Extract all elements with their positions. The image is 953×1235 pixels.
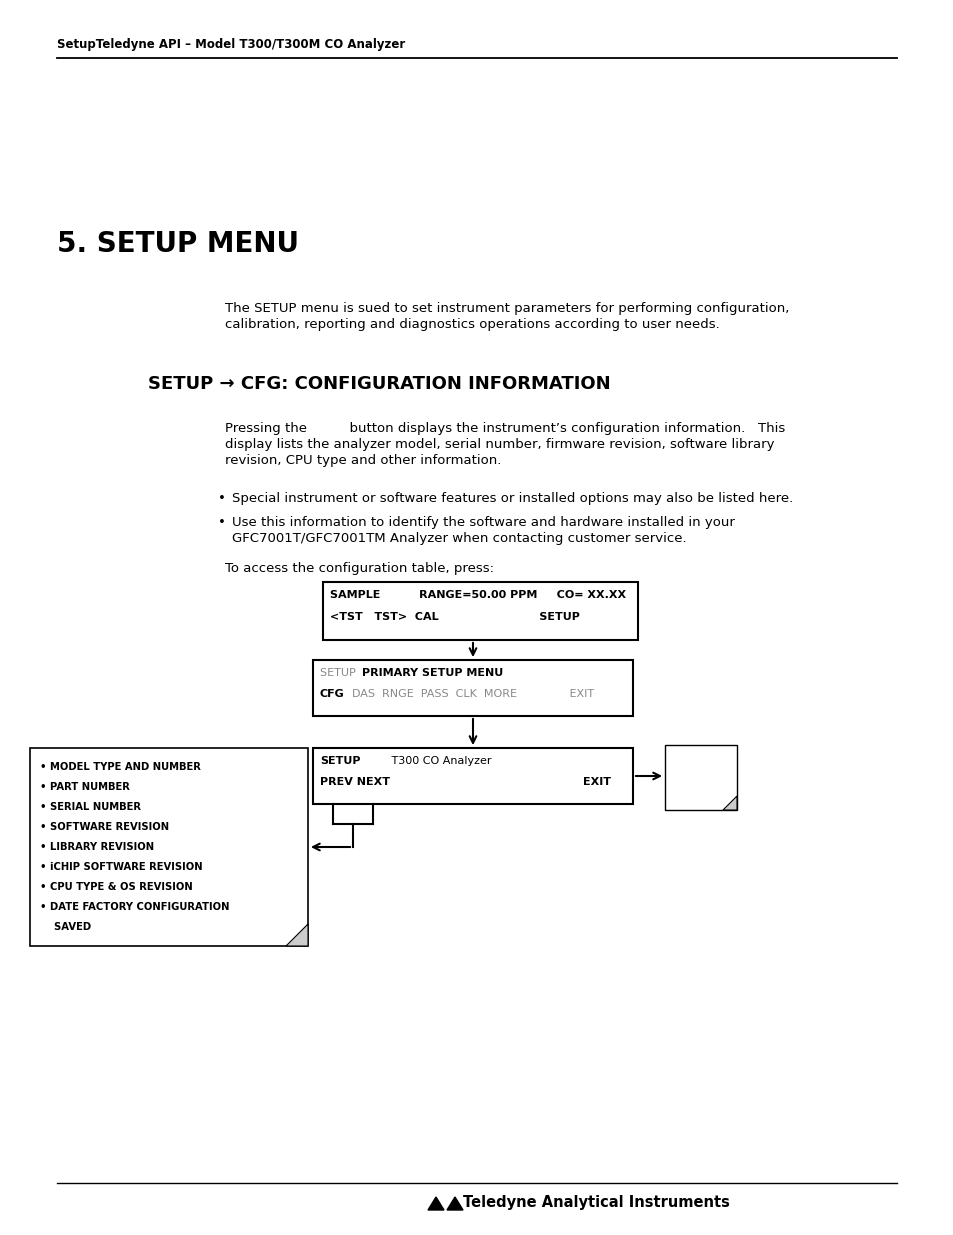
Polygon shape <box>447 1197 462 1210</box>
Text: revision, CPU type and other information.: revision, CPU type and other information… <box>225 454 501 467</box>
Bar <box>313 748 633 804</box>
Bar <box>313 659 633 716</box>
Text: SETUP: SETUP <box>319 756 360 766</box>
Bar <box>323 582 638 640</box>
Text: PREV NEXT: PREV NEXT <box>319 777 390 787</box>
Text: Teledyne Analytical Instruments: Teledyne Analytical Instruments <box>462 1195 729 1210</box>
Polygon shape <box>722 797 737 810</box>
Bar <box>664 745 737 810</box>
Text: Pressing the          button displays the instrument’s configuration information: Pressing the button displays the instrum… <box>225 422 784 435</box>
Text: SetupTeledyne API – Model T300/T300M CO Analyzer: SetupTeledyne API – Model T300/T300M CO … <box>57 38 405 51</box>
Text: • iCHIP SOFTWARE REVISION: • iCHIP SOFTWARE REVISION <box>40 862 202 872</box>
Text: •: • <box>218 516 226 529</box>
Text: SETUP → CFG: CONFIGURATION INFORMATION: SETUP → CFG: CONFIGURATION INFORMATION <box>148 375 610 393</box>
Text: • DATE FACTORY CONFIGURATION: • DATE FACTORY CONFIGURATION <box>40 902 230 911</box>
Text: • MODEL TYPE AND NUMBER: • MODEL TYPE AND NUMBER <box>40 762 201 772</box>
Text: calibration, reporting and diagnostics operations according to user needs.: calibration, reporting and diagnostics o… <box>225 317 719 331</box>
Text: CFG: CFG <box>319 689 344 699</box>
Text: PRIMARY SETUP MENU: PRIMARY SETUP MENU <box>361 668 503 678</box>
Text: display lists the analyzer model, serial number, firmware revision, software lib: display lists the analyzer model, serial… <box>225 438 774 451</box>
Text: • SERIAL NUMBER: • SERIAL NUMBER <box>40 802 141 811</box>
Text: EXIT: EXIT <box>582 777 610 787</box>
Text: To access the configuration table, press:: To access the configuration table, press… <box>225 562 494 576</box>
Text: SAVED: SAVED <box>40 923 91 932</box>
Text: • LIBRARY REVISION: • LIBRARY REVISION <box>40 842 154 852</box>
Text: Use this information to identify the software and hardware installed in your: Use this information to identify the sof… <box>232 516 734 529</box>
Text: <TST   TST>  CAL                          SETUP: <TST TST> CAL SETUP <box>330 613 579 622</box>
Text: The SETUP menu is sued to set instrument parameters for performing configuration: The SETUP menu is sued to set instrument… <box>225 303 788 315</box>
Text: SAMPLE          RANGE=50.00 PPM     CO= XX.XX: SAMPLE RANGE=50.00 PPM CO= XX.XX <box>330 590 625 600</box>
Text: • PART NUMBER: • PART NUMBER <box>40 782 130 792</box>
Text: DAS  RNGE  PASS  CLK  MORE               EXIT: DAS RNGE PASS CLK MORE EXIT <box>345 689 594 699</box>
Bar <box>30 748 308 946</box>
Text: 5. SETUP MENU: 5. SETUP MENU <box>57 230 298 258</box>
Polygon shape <box>428 1197 443 1210</box>
Text: • CPU TYPE & OS REVISION: • CPU TYPE & OS REVISION <box>40 882 193 892</box>
Text: T300 CO Analyzer: T300 CO Analyzer <box>359 756 491 766</box>
Text: • SOFTWARE REVISION: • SOFTWARE REVISION <box>40 823 169 832</box>
Polygon shape <box>286 924 308 946</box>
Text: GFC7001T/GFC7001TM Analyzer when contacting customer service.: GFC7001T/GFC7001TM Analyzer when contact… <box>232 532 686 545</box>
Text: •: • <box>218 492 226 505</box>
Text: Special instrument or software features or installed options may also be listed : Special instrument or software features … <box>232 492 792 505</box>
Text: SETUP: SETUP <box>319 668 376 678</box>
